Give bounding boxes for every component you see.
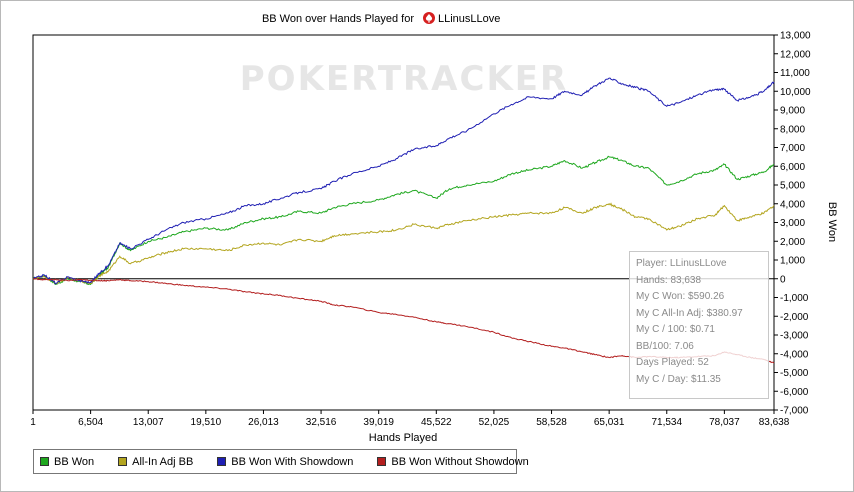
tooltip-per-100: My C / 100: $0.71: [636, 324, 715, 335]
player-stats-tooltip: Player: LLinusLLove Hands: 83,638 My C W…: [629, 251, 769, 399]
series-line-all-in-adj: [32, 202, 775, 285]
series-line-with-showdown: [33, 77, 775, 285]
tooltip-hands: Hands: 83,638: [636, 274, 702, 286]
pokertracker-watermark: POKERTRACKER: [240, 59, 568, 99]
y-tick-label: 0: [780, 274, 786, 285]
x-tick-label: 45,522: [421, 417, 452, 428]
y-axis-title: BB Won: [826, 202, 838, 242]
legend-label: BB Won Without Showdown: [391, 455, 529, 468]
legend-swatch: [40, 457, 49, 466]
x-tick-label: 52,025: [479, 417, 510, 428]
tooltip-days: Days Played: 52: [636, 357, 709, 368]
x-tick-label: 26,013: [248, 417, 279, 428]
x-tick-label: 13,007: [133, 417, 164, 428]
y-tick-label: 3,000: [780, 218, 805, 229]
poker-spade-icon: [423, 12, 435, 24]
y-tick-label: 13,000: [780, 31, 811, 42]
y-tick-label: -5,000: [780, 368, 809, 379]
y-tick-label: -3,000: [780, 331, 809, 342]
legend-swatch: [377, 457, 387, 466]
legend-swatch: [217, 457, 227, 466]
chart-title-player: LLinusLLove: [438, 13, 500, 25]
legend-label: BB Won: [54, 455, 95, 468]
y-tick-label: 1,000: [780, 256, 805, 267]
legend-label: BB Won With Showdown: [231, 455, 354, 468]
y-tick-label: -2,000: [780, 312, 809, 323]
chart-title-text: BB Won over Hands Played for: [262, 13, 414, 25]
x-tick-label: 83,638: [759, 417, 790, 428]
x-tick-label: 1: [30, 417, 36, 428]
x-tick-label: 58,528: [536, 417, 567, 428]
x-axis-title: Hands Played: [369, 432, 438, 444]
y-tick-label: -6,000: [780, 387, 809, 398]
y-tick-label: 2,000: [780, 237, 805, 248]
x-tick-label: 71,534: [651, 417, 682, 428]
y-tick-label: 7,000: [780, 143, 805, 154]
y-tick-label: 9,000: [780, 106, 805, 117]
legend-label: All-In Adj BB: [132, 455, 194, 468]
x-tick-label: 65,031: [594, 417, 625, 428]
x-tick-label: 39,019: [363, 417, 394, 428]
legend-item-without-showdown[interactable]: BB Won Without Showdown: [377, 455, 529, 468]
x-tick-label: 78,037: [709, 417, 740, 428]
y-tick-label: -7,000: [780, 406, 809, 417]
y-tick-label: 10,000: [780, 87, 811, 98]
chart-title: BB Won over Hands Played for LLinusLLove: [262, 12, 500, 25]
x-tick-label: 6,504: [78, 417, 103, 428]
y-tick-label: -1,000: [780, 293, 809, 304]
tooltip-bb-100: BB/100: 7.06: [636, 340, 694, 352]
x-tick-label: 32,516: [306, 417, 337, 428]
legend-item-bb-won[interactable]: BB Won: [40, 456, 94, 468]
y-tick-label: 12,000: [780, 49, 811, 60]
tooltip-player: Player: LLinusLLove: [636, 258, 727, 269]
y-tick-label: 5,000: [780, 181, 805, 192]
x-axis: 1 6,504 13,007 19,510 26,013 32,516 39,019 45,5…: [30, 410, 790, 428]
y-tick-label: 8,000: [780, 124, 805, 135]
y-tick-label: -4,000: [780, 349, 809, 360]
y-tick-label: 6,000: [780, 162, 805, 173]
y-tick-label: 11,000: [780, 68, 810, 79]
y-tick-label: 4,000: [780, 199, 805, 210]
y-axis: 13,000 12,000 11,000 10,000 9,000 8,000 7,000 6…: [774, 31, 811, 417]
chart-legend: BB Won All-In Adj BB BB Won With Showdow…: [33, 449, 529, 474]
legend-item-with-showdown[interactable]: BB Won With Showdown: [217, 456, 353, 468]
legend-swatch: [118, 457, 128, 466]
tooltip-per-day: My C / Day: $11.35: [636, 373, 721, 385]
legend-item-all-in-adj[interactable]: All-In Adj BB: [118, 456, 193, 468]
tooltip-won: My C Won: $590.26: [636, 291, 725, 302]
tooltip-allin-adj: My C All-In Adj: $380.97: [636, 307, 743, 319]
x-tick-label: 19,510: [191, 417, 222, 428]
